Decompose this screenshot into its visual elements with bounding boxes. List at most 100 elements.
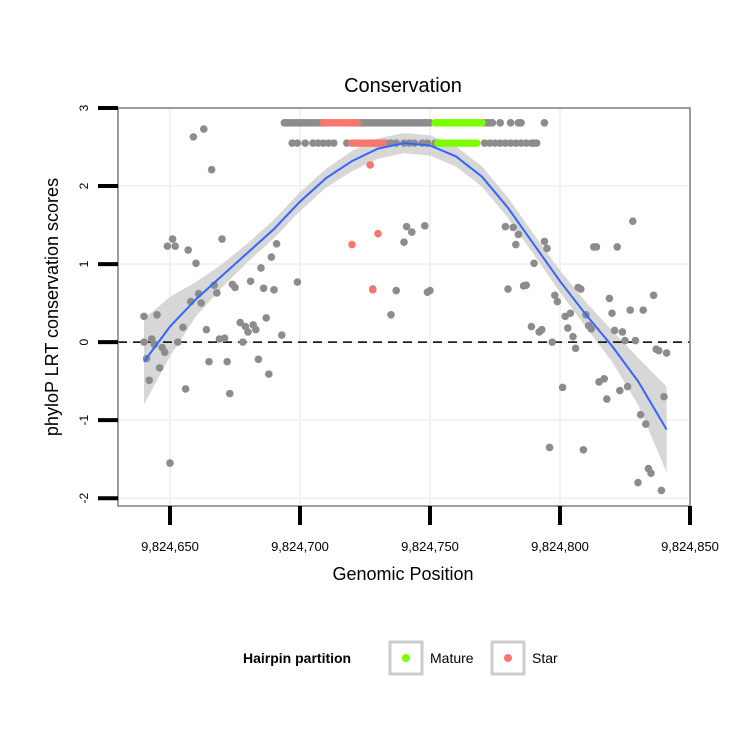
point-other-78 — [553, 297, 562, 306]
point-other-107 — [634, 478, 642, 487]
legend-key-mature-box — [388, 640, 424, 676]
legend: Hairpin partition Mature Star — [243, 640, 558, 676]
point-other-64 — [509, 223, 517, 232]
point-star-2 — [369, 286, 377, 294]
point-other-94 — [600, 374, 608, 383]
point-other-113 — [649, 291, 658, 300]
point-top-row-1-other-21 — [491, 139, 499, 147]
point-other-25 — [205, 357, 213, 366]
point-other-79 — [558, 383, 567, 392]
point-other-72 — [538, 325, 546, 334]
point-top-row-1-other-8 — [343, 139, 351, 147]
y-tick-label-2: 0 — [77, 338, 91, 345]
point-other-50 — [272, 239, 281, 248]
point-top-row-0-other-48 — [506, 119, 515, 127]
point-other-37 — [239, 338, 247, 346]
point-other-11 — [166, 459, 174, 467]
point-other-106 — [631, 336, 640, 345]
point-other-30 — [218, 235, 226, 243]
point-other-54 — [387, 311, 395, 319]
x-axis-title: Genomic Position — [332, 564, 473, 584]
y-tick-label-5: 3 — [77, 104, 91, 111]
point-other-55 — [392, 286, 401, 295]
legend-label-star: Star — [532, 650, 558, 666]
point-other-116 — [657, 486, 666, 495]
point-other-63 — [504, 285, 512, 293]
y-tick-label-1: -1 — [77, 414, 91, 425]
point-other-56 — [400, 238, 408, 247]
point-other-15 — [179, 323, 187, 332]
point-other-10 — [163, 242, 172, 250]
point-other-14 — [174, 338, 182, 346]
point-other-43 — [254, 355, 263, 364]
y-tick-label-4: 2 — [77, 182, 91, 189]
point-top-row-1-other-23 — [501, 139, 510, 147]
point-top-row-0-other-46 — [488, 119, 497, 127]
point-other-62 — [501, 222, 510, 231]
point-top-row-1-other-25 — [512, 139, 520, 147]
point-other-110 — [642, 420, 650, 428]
point-other-101 — [618, 328, 627, 336]
point-other-82 — [566, 309, 575, 318]
point-top-row-0-other-50 — [517, 119, 525, 127]
point-other-51 — [278, 331, 286, 339]
point-other-23 — [200, 125, 208, 133]
legend-title: Hairpin partition — [243, 650, 351, 666]
point-other-87 — [579, 446, 588, 454]
point-other-73 — [540, 237, 549, 246]
legend-key-star-box — [490, 640, 526, 676]
point-other-100 — [616, 386, 624, 395]
point-other-7 — [155, 364, 164, 372]
point-top-row-1-other-0 — [288, 139, 297, 147]
point-other-3 — [145, 376, 153, 385]
point-other-36 — [236, 318, 244, 327]
point-top-row-0-other-42 — [426, 119, 434, 127]
point-other-35 — [231, 283, 239, 292]
x-tick-label-2: 9,824,750 — [401, 539, 459, 554]
point-other-13 — [171, 242, 179, 250]
point-other-31 — [220, 334, 229, 343]
point-other-45 — [259, 284, 268, 293]
point-other-98 — [610, 326, 619, 335]
point-other-115 — [655, 346, 663, 355]
point-top-row-0-other-51 — [540, 119, 549, 127]
y-axis-title: phyloP LRT conservation scores — [42, 178, 62, 436]
point-other-26 — [207, 165, 216, 174]
axes: -2 -1 0 1 2 3 9,824,650 9,824,700 9,824,750 9,824… — [77, 104, 719, 554]
point-other-99 — [613, 243, 621, 251]
point-star-3 — [374, 229, 382, 238]
point-other-95 — [603, 395, 611, 403]
point-other-105 — [629, 217, 637, 225]
point-other-49 — [270, 286, 278, 294]
point-top-row-1-star-12 — [379, 139, 388, 147]
point-other-96 — [605, 294, 614, 303]
point-top-row-0-other-47 — [496, 119, 505, 127]
x-tick-label-3: 9,824,800 — [531, 539, 589, 554]
point-top-row-1-other-26 — [517, 139, 525, 147]
point-other-12 — [168, 235, 177, 243]
smooth-trend-line — [143, 142, 668, 431]
point-other-17 — [184, 246, 192, 254]
point-other-9 — [161, 348, 169, 357]
point-other-118 — [662, 349, 671, 357]
point-other-44 — [257, 264, 265, 272]
point-other-46 — [262, 314, 271, 322]
point-other-112 — [647, 469, 655, 478]
point-other-16 — [181, 385, 190, 393]
point-other-86 — [577, 285, 585, 293]
point-top-row-1-other-7 — [330, 139, 338, 147]
point-other-77 — [551, 291, 559, 300]
point-other-102 — [621, 336, 629, 345]
point-other-65 — [512, 240, 520, 249]
legend-key-mature — [402, 654, 410, 662]
point-other-33 — [226, 389, 234, 398]
point-other-97 — [608, 309, 616, 318]
point-top-row-1-other-1 — [293, 139, 302, 147]
point-top-row-1-other-22 — [496, 139, 505, 147]
point-top-row-1-mature-15 — [473, 139, 481, 147]
panel-border — [117, 107, 691, 507]
point-other-48 — [267, 253, 276, 261]
point-other-28 — [213, 289, 221, 297]
point-top-row-1-other-24 — [506, 139, 515, 147]
point-other-81 — [564, 324, 572, 332]
